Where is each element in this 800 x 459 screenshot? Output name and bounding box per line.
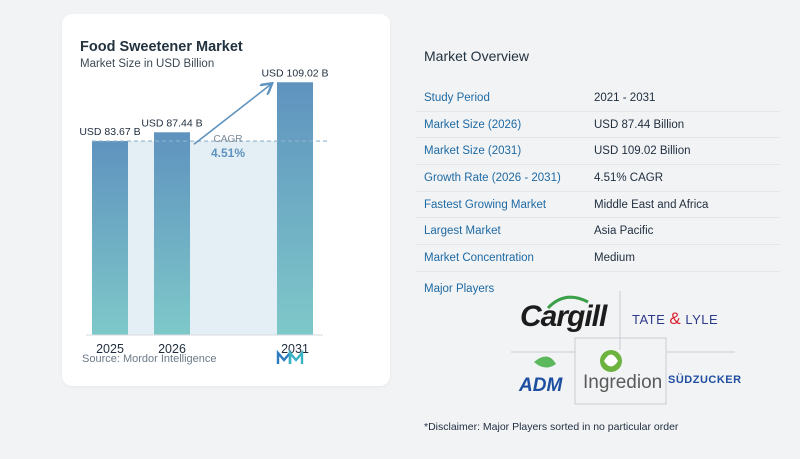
data-label-2031: USD 109.02 B (261, 67, 328, 79)
overview-value: Asia Pacific (594, 225, 654, 238)
overview-key: Market Concentration (424, 251, 534, 264)
overview-value: Middle East and Africa (594, 198, 709, 211)
overview-key: Market Size (2031) (424, 145, 522, 158)
overview-table: Study Period 2021 - 2031 Market Size (20… (416, 85, 780, 272)
mordor-logo-icon (276, 350, 304, 364)
overview-value: Medium (594, 251, 635, 264)
bar-2026 (154, 132, 190, 335)
overview-row-market-size-2026: Market Size (2026) USD 87.44 Billion (416, 112, 780, 139)
overview-row-concentration: Market Concentration Medium (416, 245, 780, 272)
overview-key: Growth Rate (2026 - 2031) (424, 171, 561, 184)
overview-key: Largest Market (424, 225, 501, 238)
bar-2025 (92, 141, 128, 335)
overview-key: Market Size (2026) (424, 118, 522, 131)
chart-subtitle: Market Size in USD Billion (80, 58, 215, 70)
chart-title: Food Sweetener Market (80, 39, 243, 55)
x-tick-label-2026: 2026 (158, 342, 186, 356)
bar-2031 (277, 82, 313, 335)
disclaimer-text: *Disclaimer: Major Players sorted in no … (424, 421, 679, 433)
overview-value: USD 87.44 Billion (594, 118, 685, 131)
x-tick-label-2025: 2025 (96, 342, 124, 356)
source-text: Source: Mordor Intelligence (82, 353, 217, 365)
overview-value: 2021 - 2031 (594, 91, 656, 104)
tate-logo-part: TATE (632, 312, 670, 327)
ingredion-logo: Ingredion (583, 372, 663, 393)
overview-key: Fastest Growing Market (424, 198, 547, 211)
data-label-2025: USD 83.67 B (79, 126, 140, 138)
overview-value: USD 109.02 Billion (594, 145, 691, 158)
adm-logo: ADM (519, 375, 563, 396)
cagr-value: 4.51% (211, 146, 245, 160)
cargill-logo: Cargill (520, 300, 607, 333)
cagr-label: CAGR (214, 134, 243, 145)
lyle-logo-part: LYLE (681, 312, 719, 327)
overview-title: Market Overview (424, 48, 530, 64)
cagr-arrow (193, 84, 271, 145)
major-players-label: Major Players (424, 283, 495, 295)
overview-row-study-period: Study Period 2021 - 2031 (416, 85, 780, 112)
overview-key: Study Period (424, 91, 490, 104)
data-label-2026: USD 87.44 B (141, 117, 202, 129)
sudzucker-logo: SÜDZUCKER (668, 374, 742, 386)
overview-row-growth-rate: Growth Rate (2026 - 2031) 4.51% CAGR (416, 165, 780, 192)
overview-row-largest-market: Largest Market Asia Pacific (416, 218, 780, 246)
reference-shade (128, 141, 277, 335)
overview-value: 4.51% CAGR (594, 171, 664, 184)
overview-row-market-size-2031: Market Size (2031) USD 109.02 Billion (416, 138, 780, 166)
overview-row-fastest-growing: Fastest Growing Market Middle East and A… (416, 192, 780, 219)
tate-logo-amp: & (669, 309, 682, 328)
tate-lyle-logo: TATE & LYLE (632, 309, 718, 329)
